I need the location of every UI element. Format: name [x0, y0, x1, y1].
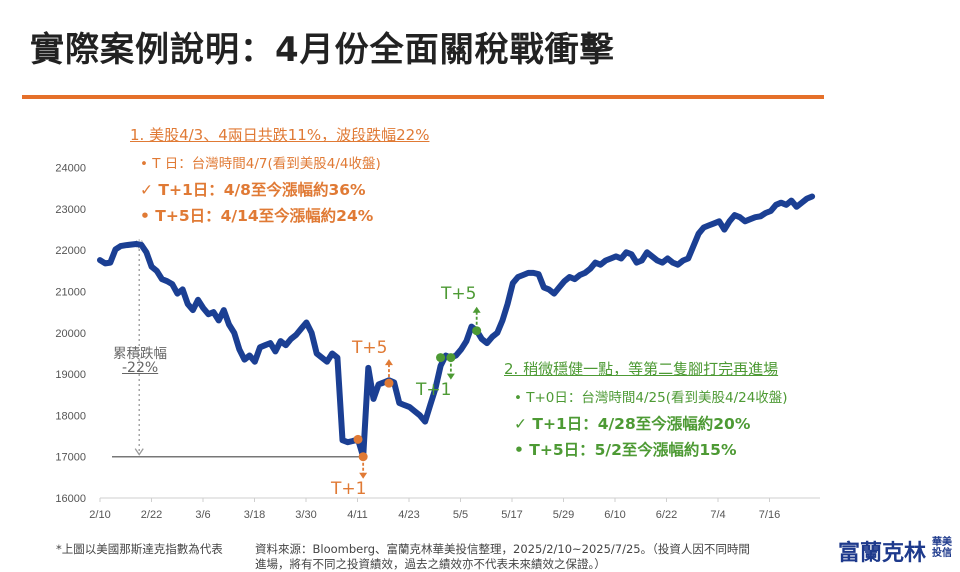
event-marker-dot — [436, 353, 446, 363]
event-marker-arrow — [472, 306, 481, 313]
series-line-nasdaq — [97, 193, 816, 460]
title-divider — [22, 95, 824, 99]
green-heading: 2. 稍微穩健一點，等第二隻腳打完再進場 — [504, 360, 779, 378]
logo-sub: 華美投信 — [932, 537, 952, 559]
orange-t5-day: • T+5日：4/14至今漲幅約24% — [140, 207, 374, 225]
marker-label-orange-t1: T+1 — [331, 479, 367, 499]
y-tick-label: 17000 — [55, 452, 86, 464]
x-tick-label: 5/17 — [501, 509, 522, 521]
franklin-logo: 富蘭克林 華美投信 — [838, 535, 958, 566]
x-tick-label: 2/22 — [141, 509, 162, 521]
x-tick-label: 4/23 — [398, 509, 419, 521]
cumulative-drop-value: -22% — [122, 360, 159, 376]
marker-label-green-t1: T+1 — [416, 380, 452, 400]
x-tick-label: 4/11 — [347, 509, 368, 521]
y-tick-label: 23000 — [55, 204, 86, 216]
green-t0-day: • T+0日：台灣時間4/25(看到美股4/24收盤) — [514, 390, 788, 406]
marker-label-green-t5: T+5 — [441, 284, 477, 304]
event-marker-dot — [353, 434, 363, 444]
event-marker-dot — [472, 326, 482, 336]
y-tick-label: 22000 — [55, 245, 86, 257]
y-tick-label: 16000 — [55, 493, 86, 505]
x-tick-label: 7/4 — [710, 509, 725, 521]
event-marker-arrow — [446, 373, 455, 380]
chart-axes: 16000 17000 18000 19000 20000 21000 22000 23000… — [55, 163, 820, 521]
logo-name: 富蘭克林 — [838, 541, 927, 566]
footer-source-2: 進場，將有不同之投資績效，過去之績效亦不代表未來績效之保證。） — [255, 557, 606, 571]
cumulative-drop-label: 累積跌幅 — [113, 346, 167, 362]
y-tick-label: 24000 — [55, 163, 86, 175]
y-tick-label: 20000 — [55, 328, 86, 340]
x-tick-label: 5/29 — [553, 509, 574, 521]
x-tick-label: 3/18 — [244, 509, 265, 521]
x-tick-label: 6/22 — [656, 509, 677, 521]
orange-t-day: • T 日：台灣時間4/7(看到美股4/4收盤) — [140, 156, 381, 172]
x-tick-label: 3/30 — [295, 509, 316, 521]
drawdown-arrowhead — [134, 448, 144, 456]
drawdown-reference — [112, 239, 364, 458]
green-t5-day: • T+5日：5/2至今漲幅約15% — [514, 441, 737, 459]
x-tick-label: 3/6 — [195, 509, 210, 521]
x-tick-label: 6/10 — [604, 509, 625, 521]
x-tick-label: 2/10 — [89, 509, 110, 521]
orange-t1-day: ✓ T+1日：4/8至今漲幅約36% — [140, 181, 366, 199]
event-marker-dot — [384, 378, 394, 388]
x-tick-label: 5/5 — [453, 509, 468, 521]
event-marker-arrow — [384, 359, 393, 366]
green-t1-day: ✓ T+1日：4/28至今漲幅約20% — [514, 415, 751, 433]
event-markers — [353, 306, 482, 479]
event-marker-arrow — [359, 472, 368, 479]
orange-heading: 1. 美股4/3、4兩日共跌11%，波段跌幅22% — [130, 126, 430, 144]
y-tick-label: 19000 — [55, 369, 86, 381]
y-tick-label: 21000 — [55, 287, 86, 299]
footer-source: 資料來源：Bloomberg、富蘭克林華美投信整理，2025/2/10~2025… — [255, 542, 750, 556]
marker-label-orange-t5: T+5 — [352, 338, 388, 358]
event-marker-dot — [446, 353, 456, 363]
page-title: 實際案例說明：4月份全面關稅戰衝擊 — [30, 30, 615, 70]
event-marker-dot — [358, 452, 368, 462]
x-tick-label: 7/16 — [759, 509, 780, 521]
y-tick-label: 18000 — [55, 410, 86, 422]
footer-note: *上圖以美國那斯達克指數為代表 — [56, 542, 223, 556]
